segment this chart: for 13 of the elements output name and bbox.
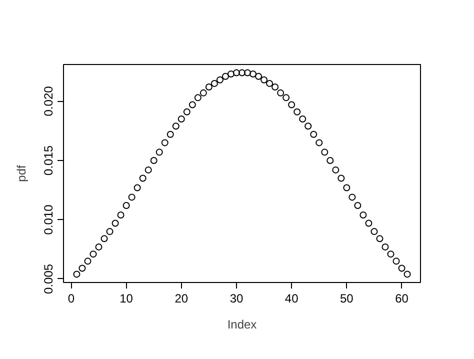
x-tick-label: 60 [395,292,409,306]
x-tick-label: 0 [68,292,75,306]
x-tick-label: 50 [340,292,354,306]
y-axis-title: pdf [14,164,28,182]
x-tick-label: 40 [284,292,299,306]
y-tick-label: 0.005 [42,264,56,294]
x-tick-label: 20 [174,292,188,306]
y-tick-label: 0.015 [42,145,56,176]
x-axis-title: Index [227,318,257,332]
y-tick-label: 0.020 [42,86,56,116]
y-tick-label: 0.010 [42,204,56,235]
x-tick-label: 30 [230,292,244,306]
x-tick-label: 10 [120,292,134,306]
